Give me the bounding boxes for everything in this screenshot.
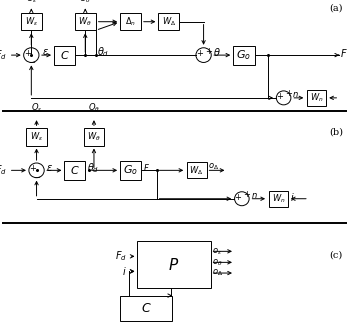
Text: $C$: $C$ xyxy=(60,49,69,61)
FancyBboxPatch shape xyxy=(54,45,75,65)
Text: $F$: $F$ xyxy=(143,162,150,173)
Text: $W_n$: $W_n$ xyxy=(310,92,324,104)
FancyBboxPatch shape xyxy=(137,241,211,288)
FancyBboxPatch shape xyxy=(120,13,141,30)
Text: $\Delta_n$: $\Delta_n$ xyxy=(125,15,136,28)
FancyBboxPatch shape xyxy=(64,161,85,180)
Text: $W_\epsilon$: $W_\epsilon$ xyxy=(30,131,43,143)
Text: $i$: $i$ xyxy=(290,191,294,203)
Text: $C$: $C$ xyxy=(141,302,151,315)
Text: $o_\Delta$: $o_\Delta$ xyxy=(212,268,223,278)
Text: $W_\epsilon$: $W_\epsilon$ xyxy=(25,15,38,28)
Text: $i$: $i$ xyxy=(122,266,127,277)
Text: $W_\Delta$: $W_\Delta$ xyxy=(162,15,176,28)
Text: +: + xyxy=(206,47,212,56)
Text: $F_d$: $F_d$ xyxy=(0,163,7,177)
Text: $F_d$: $F_d$ xyxy=(115,249,127,263)
Text: $\epsilon$: $\epsilon$ xyxy=(42,47,49,57)
Text: $n$: $n$ xyxy=(292,91,299,100)
FancyBboxPatch shape xyxy=(120,161,141,180)
Text: $C$: $C$ xyxy=(70,164,80,176)
FancyBboxPatch shape xyxy=(307,90,326,106)
Text: (a): (a) xyxy=(329,4,342,13)
FancyBboxPatch shape xyxy=(158,13,179,30)
Text: +: + xyxy=(196,49,203,58)
Text: $O_\epsilon$: $O_\epsilon$ xyxy=(31,102,42,114)
Text: $O_\epsilon$: $O_\epsilon$ xyxy=(25,0,37,5)
Text: +: + xyxy=(235,193,241,202)
Text: (b): (b) xyxy=(329,128,343,136)
FancyBboxPatch shape xyxy=(233,45,254,65)
Text: $\theta_d$: $\theta_d$ xyxy=(97,45,110,59)
Text: $\epsilon$: $\epsilon$ xyxy=(46,163,53,173)
Text: +: + xyxy=(29,164,36,173)
Text: $W_\Delta$: $W_\Delta$ xyxy=(190,164,204,177)
FancyBboxPatch shape xyxy=(120,296,172,321)
Text: $W_n$: $W_n$ xyxy=(271,192,285,205)
Text: $G_o$: $G_o$ xyxy=(123,163,138,177)
Text: +: + xyxy=(243,190,250,199)
Text: $-$: $-$ xyxy=(33,171,41,180)
Text: (c): (c) xyxy=(329,250,342,259)
Text: +: + xyxy=(276,92,283,101)
FancyBboxPatch shape xyxy=(269,191,288,207)
Text: $o_\Delta$: $o_\Delta$ xyxy=(208,162,219,172)
FancyBboxPatch shape xyxy=(187,162,206,178)
Text: $o_\epsilon$: $o_\epsilon$ xyxy=(212,246,222,257)
Text: $F_d$: $F_d$ xyxy=(0,48,7,62)
Text: +: + xyxy=(24,49,31,58)
Text: $O_\theta$: $O_\theta$ xyxy=(88,102,100,114)
Text: +: + xyxy=(285,89,292,98)
FancyBboxPatch shape xyxy=(75,13,96,30)
Text: $G_o$: $G_o$ xyxy=(236,48,251,62)
Text: $-$: $-$ xyxy=(28,56,36,65)
Text: $W_\theta$: $W_\theta$ xyxy=(78,15,92,28)
Text: $W_\theta$: $W_\theta$ xyxy=(87,131,101,143)
FancyBboxPatch shape xyxy=(84,128,104,146)
Text: $O_\theta$: $O_\theta$ xyxy=(79,0,91,5)
Text: $F$: $F$ xyxy=(340,47,348,59)
Text: $\theta_d$: $\theta_d$ xyxy=(87,161,100,175)
FancyBboxPatch shape xyxy=(26,128,47,146)
FancyBboxPatch shape xyxy=(21,13,42,30)
Text: $P$: $P$ xyxy=(168,257,180,273)
Text: $o_\theta$: $o_\theta$ xyxy=(212,257,223,268)
Text: $\theta$: $\theta$ xyxy=(213,46,221,58)
Text: $n$: $n$ xyxy=(251,191,257,200)
